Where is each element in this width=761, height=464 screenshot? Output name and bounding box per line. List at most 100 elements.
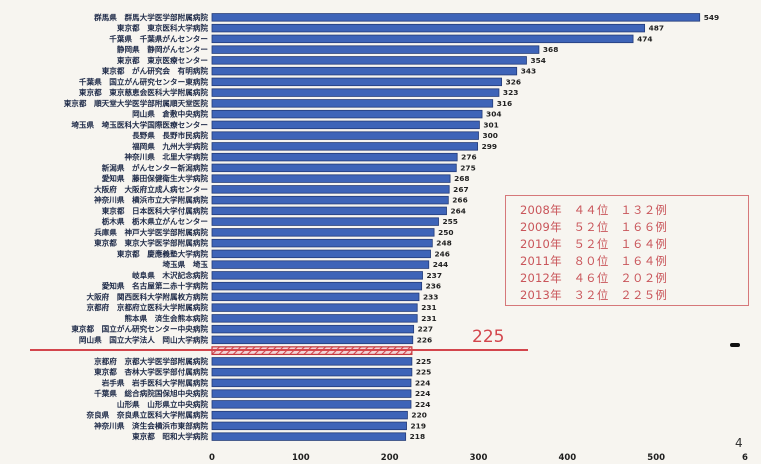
x-tick-label: 200 bbox=[381, 453, 399, 463]
value-label: 218 bbox=[410, 432, 425, 441]
value-label: 549 bbox=[704, 13, 719, 22]
value-label: 248 bbox=[436, 239, 451, 248]
history-line-2011: 2011年 ８０位 １６４例 bbox=[520, 254, 668, 268]
value-label: 326 bbox=[506, 77, 521, 86]
category-label: 東京都 順天堂大学医学部附属順天堂医院 bbox=[64, 98, 209, 108]
bar bbox=[211, 174, 451, 183]
category-label: 東京都 杏林大学医学部付属病院 bbox=[94, 367, 208, 377]
category-label: 愛知県 名古屋第二赤十字病院 bbox=[102, 281, 209, 291]
history-line-2008: 2008年 ４４位 １３２例 bbox=[520, 203, 668, 217]
bar bbox=[211, 432, 407, 441]
bar bbox=[211, 281, 423, 291]
bar bbox=[211, 314, 418, 323]
history-annotation-box: 2008年 ４４位 １３２例 2009年 ５２位 １６６例 2010年 ５２位 … bbox=[505, 195, 749, 306]
x-tick-label: 100 bbox=[292, 453, 310, 463]
bar bbox=[211, 45, 540, 54]
bar bbox=[211, 292, 420, 302]
value-label: 255 bbox=[443, 217, 458, 226]
category-label: 京都府 京都府立医科大学附属病院 bbox=[87, 302, 209, 312]
category-label: 愛知県 藤田保健衛生大学病院 bbox=[102, 173, 209, 183]
category-label: 東京都 東京医療センター bbox=[117, 55, 208, 65]
bar bbox=[211, 206, 447, 216]
value-label: 304 bbox=[486, 110, 501, 119]
category-label: 栃木県 栃木県立がんセンター bbox=[102, 216, 208, 226]
category-label: 兵庫県 神戸大学医学部附属病院 bbox=[94, 227, 208, 237]
category-label: 埼玉県 埼玉医科大学国際医療センター bbox=[71, 119, 208, 129]
bar bbox=[211, 249, 431, 259]
category-label: 東京都 東京医科大学病院 bbox=[117, 23, 209, 33]
value-label: 224 bbox=[415, 389, 430, 398]
value-label: 227 bbox=[418, 325, 433, 334]
highlight-underline bbox=[30, 349, 528, 351]
bar bbox=[211, 77, 502, 87]
x-axis: 0 100 200 300 400 500 6 bbox=[209, 453, 748, 463]
category-label: 神奈川県 北里大学病院 bbox=[124, 152, 208, 162]
category-label: 岡山県 倉敷中央病院 bbox=[132, 109, 208, 119]
value-label: 224 bbox=[415, 378, 430, 387]
category-label: 奈良県 奈良県立医科大学附属病院 bbox=[86, 410, 209, 420]
value-label: 225 bbox=[416, 357, 431, 366]
category-label: 岩手県 岩手医科大学附属病院 bbox=[101, 377, 209, 387]
bar bbox=[211, 99, 494, 108]
value-label: 220 bbox=[411, 411, 426, 420]
value-label: 268 bbox=[454, 174, 469, 183]
category-label: 東京都 がん研究会 有明病院 bbox=[102, 66, 209, 76]
category-label: 静岡県 静岡がんセンター bbox=[117, 44, 208, 54]
value-label: 224 bbox=[415, 400, 430, 409]
bar bbox=[211, 303, 418, 312]
x-tick-label: 400 bbox=[558, 453, 576, 463]
value-label: 225 bbox=[416, 368, 431, 377]
value-label: 236 bbox=[426, 282, 441, 291]
value-label: 231 bbox=[421, 314, 436, 323]
category-label: 山形県 山形県立中央病院 bbox=[117, 399, 209, 409]
value-label: 267 bbox=[453, 185, 468, 194]
history-line-2009: 2009年 ５２位 １６６例 bbox=[520, 220, 668, 234]
value-label: 343 bbox=[521, 67, 536, 76]
corner-mark: 4 bbox=[735, 436, 743, 450]
bar bbox=[211, 357, 413, 366]
bar bbox=[211, 195, 449, 205]
x-tick-label: 500 bbox=[647, 453, 665, 463]
value-label: 276 bbox=[461, 153, 476, 162]
value-label: 275 bbox=[460, 163, 475, 172]
bar bbox=[211, 238, 433, 248]
bar bbox=[211, 324, 415, 334]
bar bbox=[211, 421, 407, 431]
category-label: 神奈川県 済生会横浜市東部病院 bbox=[94, 420, 208, 430]
bar bbox=[211, 367, 413, 377]
bar bbox=[211, 34, 634, 44]
bar bbox=[211, 389, 412, 398]
history-line-2012: 2012年 ４６位 ２０２例 bbox=[520, 271, 668, 285]
category-label: 京都府 京都大学医学部附属病院 bbox=[94, 356, 208, 366]
bar bbox=[211, 142, 479, 151]
value-label: 233 bbox=[423, 292, 438, 301]
history-line-2013: 2013年 ３２位 ２２５例 bbox=[520, 288, 668, 302]
bar bbox=[211, 260, 430, 269]
value-label: 300 bbox=[483, 131, 498, 140]
highlight-value-label: 225 bbox=[472, 327, 505, 347]
category-label: 東京都 日本医科大学付属病院 bbox=[102, 205, 209, 215]
category-label: 大阪府 関西医科大学附属枚方病院 bbox=[87, 291, 209, 301]
bar bbox=[211, 335, 414, 345]
category-label: 東京都 東京大学医学部附属病院 bbox=[94, 238, 208, 248]
value-label: 299 bbox=[482, 142, 497, 151]
bar bbox=[211, 185, 450, 194]
category-label: 東京都 東京慈恵会医科大学附属病院 bbox=[79, 87, 208, 97]
bar bbox=[211, 410, 408, 420]
category-label: 新潟県 がんセンター新潟病院 bbox=[102, 162, 209, 172]
bar bbox=[211, 217, 439, 226]
value-label: 323 bbox=[503, 88, 518, 97]
value-label: 246 bbox=[435, 249, 450, 258]
category-label: 千葉県 千葉県がんセンター bbox=[109, 33, 208, 43]
value-label: 368 bbox=[543, 45, 558, 54]
bar bbox=[211, 23, 646, 33]
bar bbox=[211, 13, 701, 22]
category-label: 埼玉県 埼玉 bbox=[162, 259, 208, 269]
history-line-2010: 2010年 ５２位 １６４例 bbox=[520, 237, 668, 251]
bar bbox=[211, 271, 423, 280]
value-label: 474 bbox=[637, 34, 652, 43]
bar bbox=[211, 163, 457, 173]
value-label: 237 bbox=[427, 271, 442, 280]
category-label: 神奈川県 横浜市立大学附属病院 bbox=[94, 195, 208, 205]
bar bbox=[211, 120, 480, 130]
